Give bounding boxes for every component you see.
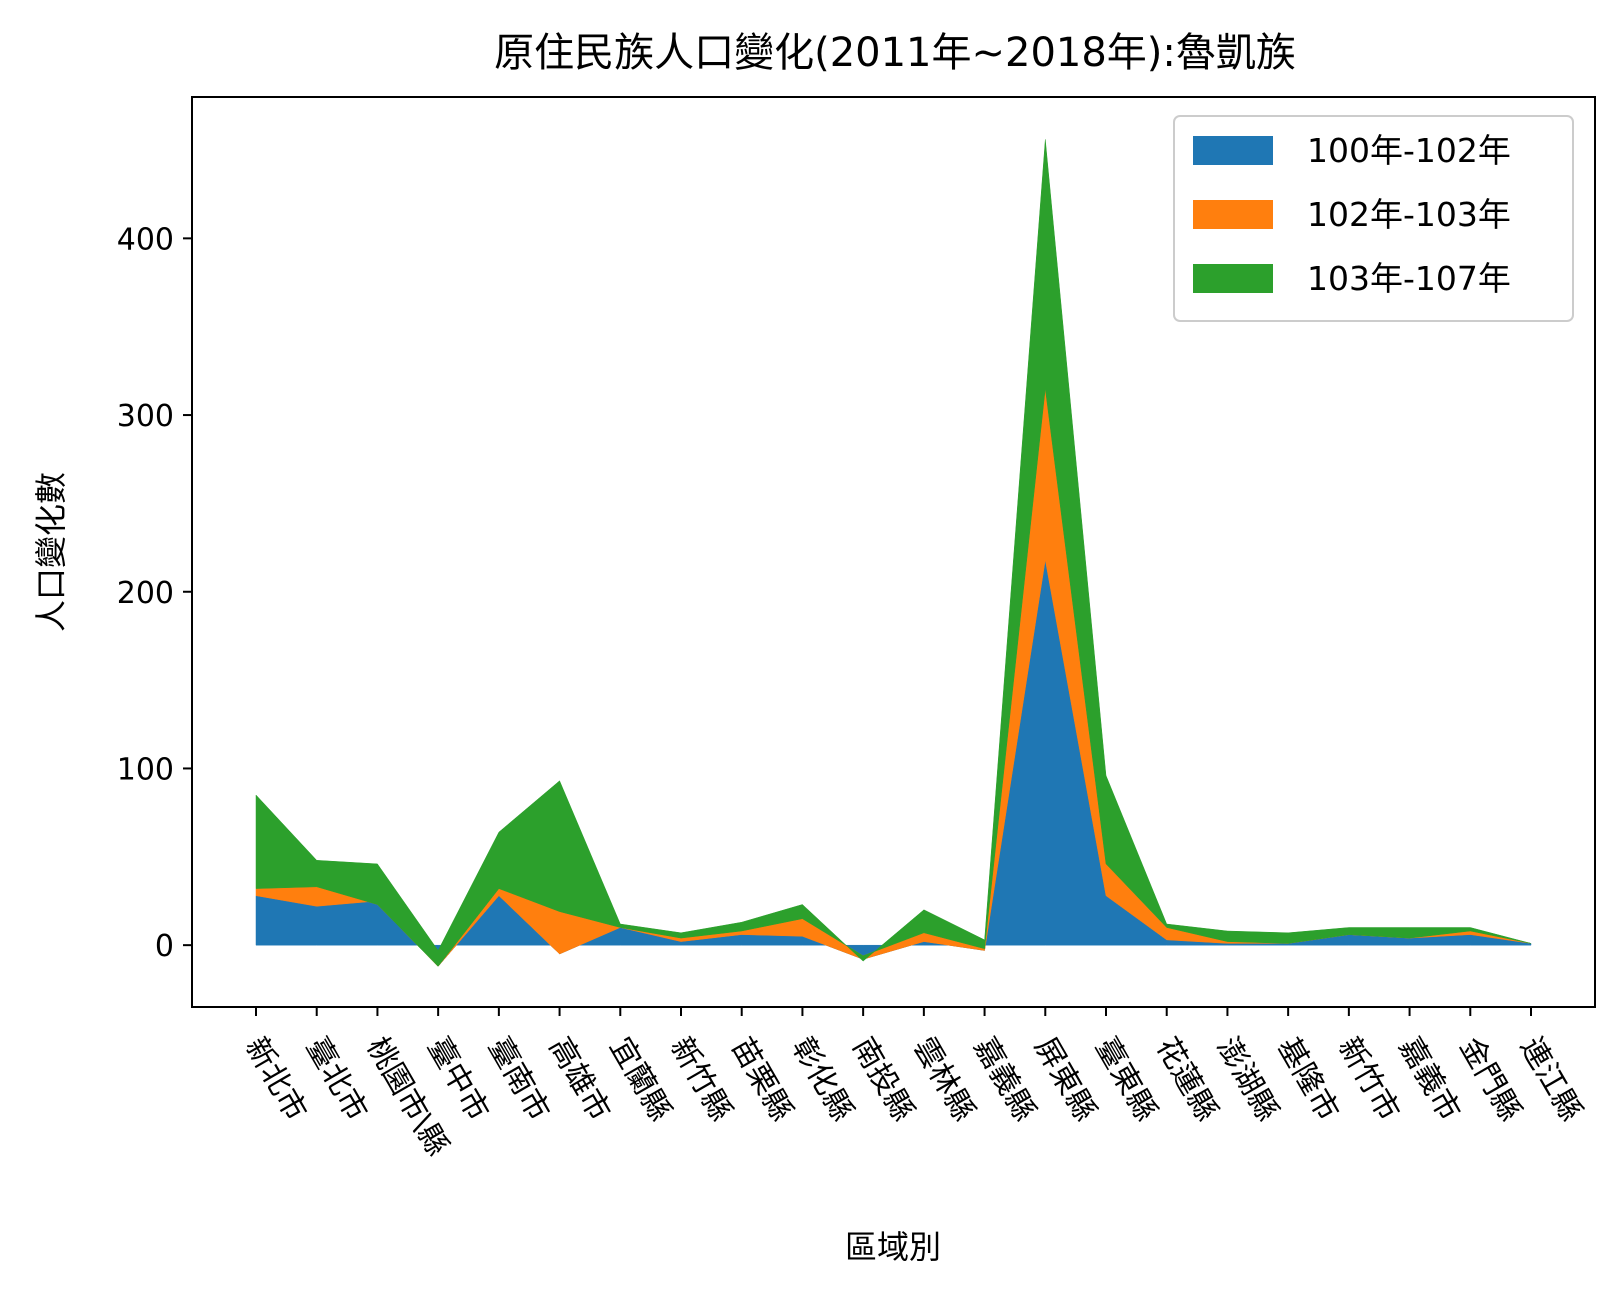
y-tick-label: 0: [155, 929, 174, 964]
plot-frame: [191, 96, 1596, 1008]
y-axis-label: 人口變化數: [32, 472, 70, 632]
x-axis-label: 區域別: [845, 1228, 941, 1266]
legend-swatch-1: [1193, 136, 1273, 165]
series-layer: [255, 139, 1532, 967]
y-tick-label: 200: [117, 576, 174, 611]
legend-swatch-3: [1193, 264, 1273, 293]
legend-label-2: 102年-103年: [1307, 195, 1511, 234]
y-tick-label: 100: [117, 752, 174, 787]
chart-title: 原住民族人口變化(2011年~2018年):魯凱族: [494, 30, 1296, 76]
series-area-3: [255, 139, 1532, 967]
legend-frame: [1173, 115, 1574, 322]
y-tick-label: 300: [117, 399, 174, 434]
legend-label-1: 100年-102年: [1307, 131, 1511, 170]
y-axis: 0 100 200 300 400: [117, 222, 192, 964]
legend-swatch-2: [1193, 200, 1273, 229]
legend: 100年-102年 102年-103年 103年-107年: [1173, 115, 1574, 322]
y-tick-label: 400: [117, 222, 174, 257]
legend-label-3: 103年-107年: [1307, 259, 1511, 298]
